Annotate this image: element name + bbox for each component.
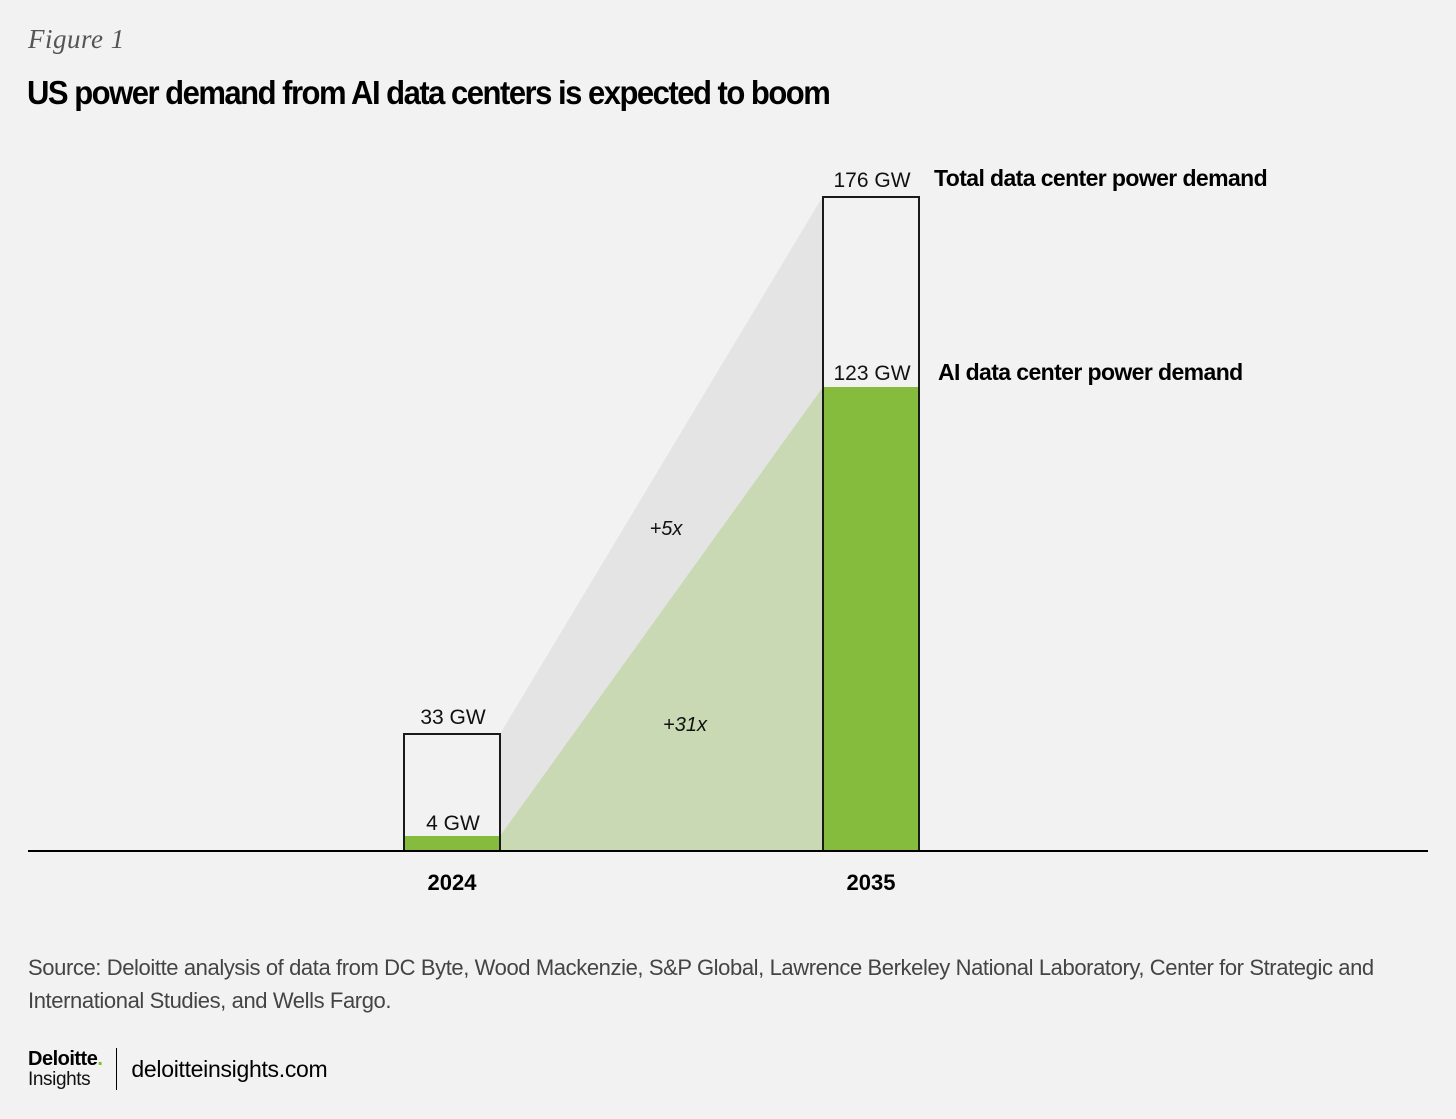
value-label-2024-total: 33 GW	[420, 706, 486, 729]
series-label-ai: AI data center power demand	[938, 359, 1243, 385]
footer-divider	[116, 1048, 118, 1090]
bar-group-2024	[403, 733, 501, 852]
bar-group-2035	[822, 196, 920, 852]
series-label-total: Total data center power demand	[934, 165, 1267, 191]
logo-green-dot: .	[97, 1048, 103, 1070]
logo-brand-text: Deloitte	[28, 1048, 98, 1070]
growth-annotation-ai: +31x	[663, 714, 708, 736]
source-note: Source: Deloitte analysis of data from D…	[28, 955, 1374, 1013]
bar-2035-ai	[824, 387, 918, 851]
figure-label: Figure 1	[28, 24, 125, 54]
value-label-2035-ai: 123 GW	[833, 362, 910, 385]
category-label-2035: 2035	[847, 870, 896, 895]
logo-subtext: Insights	[28, 1069, 91, 1090]
value-label-2024-ai: 4 GW	[426, 812, 480, 835]
chart-title: US power demand from AI data centers is …	[27, 74, 831, 111]
bar-2024-total	[403, 733, 501, 852]
growth-annotation-total: +5x	[650, 518, 684, 540]
category-label-2024: 2024	[428, 870, 478, 895]
footer: Deloitte. Insights deloitteinsights.com	[28, 1048, 328, 1090]
value-label-2035-total: 176 GW	[833, 169, 910, 192]
deloitte-insights-logo: Deloitte. Insights	[28, 1048, 103, 1090]
bar-2024-ai	[405, 836, 499, 851]
ai-growth-band	[500, 387, 823, 851]
site-link[interactable]: deloitteinsights.com	[131, 1055, 328, 1082]
